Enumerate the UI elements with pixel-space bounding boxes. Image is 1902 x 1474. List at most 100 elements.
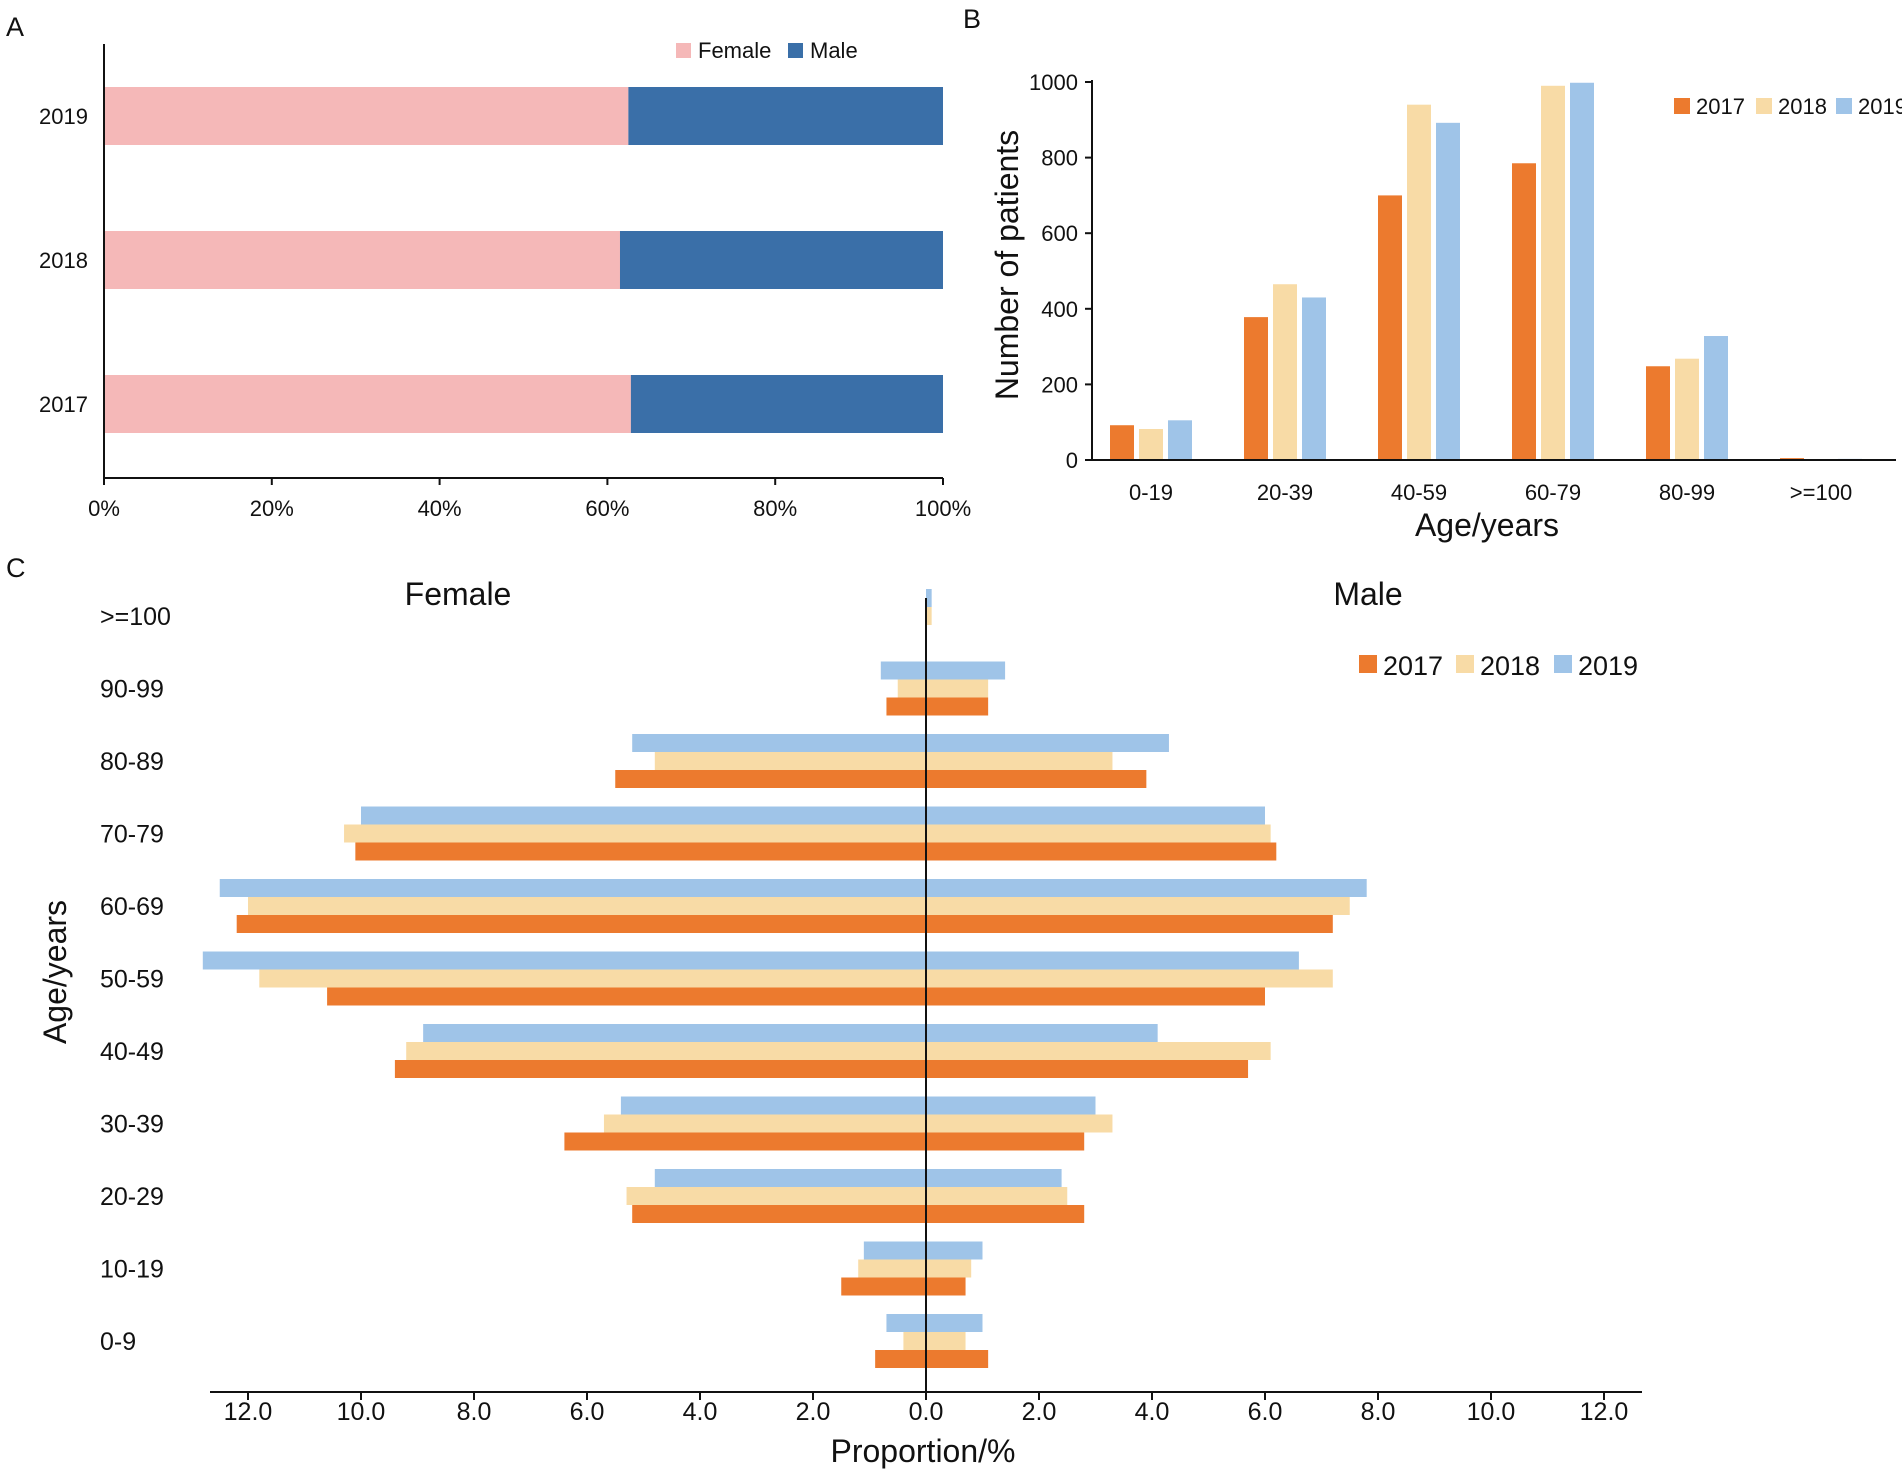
chart-c-y-tick-labels: 0-9 10-19 20-29 30-39 40-49 50-59 60-69 70-79 80…	[100, 603, 171, 1356]
legend-a-female-swatch	[676, 43, 691, 58]
bar-c-female-2018-20-29	[626, 1187, 926, 1205]
legend-b-swatch-2018	[1756, 98, 1772, 114]
tick-b-y-3: 600	[1041, 221, 1078, 246]
tick-c-y-60-69: 60-69	[100, 893, 164, 921]
bar-c-female-2019-20-29	[654, 1169, 926, 1187]
panel-label-a: A	[6, 12, 24, 42]
bar-a-female-2019	[104, 87, 629, 145]
bar-c-male-2019-70-79	[926, 806, 1265, 825]
bar-b-2019-60-79	[1570, 82, 1594, 461]
tick-c-x-1: 10.0	[337, 1398, 386, 1426]
chart-c-bars	[202, 589, 1367, 1368]
chart-c-y-axis-title: Age/years	[37, 900, 73, 1044]
bar-c-male-2018-0-9	[926, 1332, 966, 1350]
legend-c-swatch-2017	[1359, 655, 1377, 673]
chart-b-y-axis-title: Number of patients	[989, 130, 1025, 400]
bar-c-male-2017-70-79	[926, 842, 1277, 861]
tick-a-y-2018: 2018	[39, 248, 88, 273]
bar-c-female-2017-20-29	[632, 1205, 926, 1223]
bar-c-male-2018-40-49	[926, 1042, 1271, 1060]
bar-c-male-2017-60-69	[926, 915, 1333, 933]
legend-a-female-label: Female	[698, 38, 771, 63]
tick-c-x-10: 8.0	[1361, 1398, 1396, 1426]
panel-label-b: B	[963, 4, 981, 34]
tick-b-x-60-79: 60-79	[1525, 480, 1581, 505]
tick-b-y-1: 200	[1041, 372, 1078, 397]
bar-b-2019-80-99	[1704, 336, 1728, 460]
tick-c-y-50-59: 50-59	[100, 966, 164, 994]
bar-a-female-2017	[104, 375, 631, 433]
tick-a-x-1: 20%	[250, 496, 294, 521]
bar-c-male-2017-50-59	[926, 987, 1265, 1006]
bar-c-male-2019-90-99	[926, 661, 1006, 680]
tick-c-y-80-89: 80-89	[100, 748, 164, 776]
chart-a-y-tick-labels: 2019 2018 2017	[39, 104, 88, 417]
bar-c-female-2018-90-99	[897, 679, 926, 698]
tick-c-y-30-39: 30-39	[100, 1111, 164, 1139]
legend-b-label-2018: 2018	[1778, 94, 1827, 119]
legend-a-male-label: Male	[810, 38, 858, 63]
bar-c-male-2017-30-39	[926, 1132, 1085, 1151]
bar-b-2018-60-79	[1541, 85, 1565, 460]
bar-c-female-2017-10-19	[841, 1277, 926, 1296]
chart-c-male-label: Male	[1333, 576, 1402, 612]
bar-c-female-2018-40-49	[406, 1042, 926, 1060]
bar-a-male-2018	[619, 231, 943, 289]
bar-c-male-2018-80-89	[926, 752, 1113, 770]
tick-a-x-3: 60%	[585, 496, 629, 521]
bar-c-male-2019-100	[926, 589, 932, 607]
bar-c-female-2019-80-89	[632, 734, 926, 752]
bar-c-male-2019-60-69	[926, 879, 1367, 897]
bar-c-male-2019-40-49	[926, 1024, 1158, 1042]
tick-a-x-2: 40%	[418, 496, 462, 521]
bar-c-female-2018-30-39	[603, 1114, 926, 1133]
legend-c-swatch-2018	[1456, 655, 1474, 673]
bar-c-female-2019-50-59	[202, 951, 927, 970]
bar-c-male-2018-70-79	[926, 824, 1271, 843]
tick-c-x-7: 2.0	[1022, 1398, 1057, 1426]
legend-a-male-swatch	[788, 43, 803, 58]
tick-c-y-0-9: 0-9	[100, 1328, 136, 1356]
bar-c-male-2017-80-89	[926, 770, 1147, 788]
tick-a-x-0: 0%	[88, 496, 120, 521]
bar-c-male-2017-10-19	[926, 1277, 966, 1296]
tick-b-x-80-99: 80-99	[1659, 480, 1715, 505]
tick-c-y-10-19: 10-19	[100, 1256, 164, 1284]
bar-b-2019-40-59	[1436, 122, 1460, 460]
bar-c-male-2019-0-9	[926, 1314, 983, 1332]
bar-c-male-2019-20-29	[926, 1169, 1062, 1187]
tick-b-x-0-19: 0-19	[1129, 480, 1173, 505]
legend-c-swatch-2019	[1554, 655, 1572, 673]
tick-c-y-40-49: 40-49	[100, 1038, 164, 1066]
tick-c-x-3: 6.0	[570, 1398, 605, 1426]
tick-a-x-5: 100%	[915, 496, 971, 521]
bar-c-female-2017-40-49	[394, 1060, 926, 1078]
bar-b-2018-40-59	[1407, 104, 1431, 461]
legend-b-label-2017: 2017	[1696, 94, 1745, 119]
tick-c-x-8: 4.0	[1135, 1398, 1170, 1426]
bar-a-male-2019	[628, 87, 943, 145]
bar-c-female-2018-10-19	[858, 1259, 926, 1278]
chart-c-legend: 2017 2018 2019	[1359, 651, 1638, 681]
chart-c: 0-9 10-19 20-29 30-39 40-49 50-59 60-69 70-79 80…	[37, 576, 1642, 1469]
tick-c-x-11: 10.0	[1467, 1398, 1516, 1426]
tick-a-x-4: 80%	[753, 496, 797, 521]
bar-c-male-2018-60-69	[926, 897, 1350, 915]
bar-c-male-2019-80-89	[926, 734, 1169, 752]
bar-c-female-2017-90-99	[886, 697, 926, 716]
bar-a-female-2018	[104, 231, 620, 289]
bar-c-female-2017-0-9	[875, 1350, 926, 1368]
chart-b-legend: 2017 2018 2019	[1674, 94, 1902, 119]
bar-c-female-2019-90-99	[880, 661, 926, 680]
legend-b-swatch-2017	[1674, 98, 1690, 114]
chart-a: 2019 2018 2017 0% 20% 40% 60% 80% 100% Female M…	[39, 38, 971, 521]
bar-c-female-2018-60-69	[248, 897, 926, 915]
tick-c-x-6: 0.0	[909, 1398, 944, 1426]
bar-c-male-2019-10-19	[926, 1241, 983, 1260]
tick-c-x-5: 2.0	[796, 1398, 831, 1426]
tick-b-y-2: 400	[1041, 297, 1078, 322]
tick-b-x-40-59: 40-59	[1391, 480, 1447, 505]
bar-c-female-2019-30-39	[620, 1096, 926, 1115]
tick-b-y-0: 0	[1066, 448, 1078, 473]
